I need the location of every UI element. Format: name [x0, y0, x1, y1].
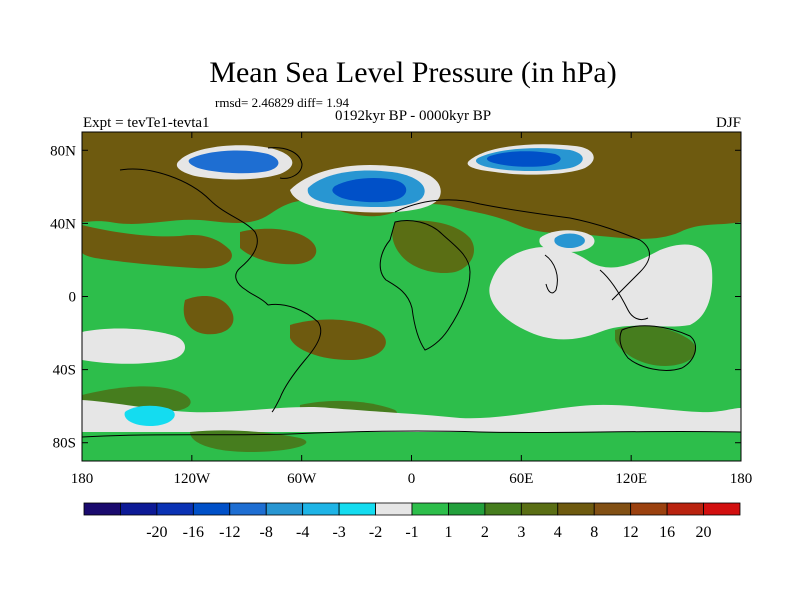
- coast-north-america: [119, 168, 269, 306]
- coastlines: [82, 147, 741, 438]
- coast-antarctica: [82, 430, 741, 438]
- colorbar-swatch: [557, 502, 595, 516]
- colorbar-swatch: [229, 502, 267, 516]
- coast-greenland: [267, 147, 303, 179]
- colorbar-swatch: [302, 502, 340, 516]
- left-label: Expt = tevTe1-tevta1: [83, 115, 210, 131]
- y-tick-label: 0: [69, 290, 77, 306]
- colorbar-label: 16: [659, 524, 675, 541]
- region-africa-brown: [392, 220, 475, 274]
- y-tick-label: 80N: [50, 143, 76, 159]
- y-tick-label: 40S: [53, 363, 76, 379]
- x-tick-label: 60W: [287, 471, 317, 487]
- axes: 180 120W 60W 0 60E 120E 180 80N 40N 0 40S 80S: [50, 132, 752, 487]
- colorbar-swatch: [448, 502, 486, 516]
- region-barents-blue: [486, 151, 561, 167]
- coast-southeast-asia: [599, 269, 649, 321]
- colorbar-swatch: [338, 502, 376, 516]
- chart-subtitle: 0192kyr BP - 0000kyr BP: [335, 108, 491, 124]
- region-tibet-cyan: [554, 233, 585, 248]
- region-antarctic-olive: [190, 430, 307, 452]
- colorbar-label: 3: [517, 524, 525, 541]
- map-area: [82, 132, 741, 461]
- colorbar-swatch: [156, 502, 194, 516]
- chart-title: Mean Sea Level Pressure (in hPa): [209, 56, 616, 89]
- colorbar-label: -4: [296, 524, 309, 541]
- colorbar-swatch: [411, 502, 449, 516]
- colorbar-swatch: [265, 502, 304, 516]
- region-north-pacific: [82, 225, 232, 269]
- colorbar-label: 20: [696, 524, 712, 541]
- x-tick-label: 120E: [615, 471, 647, 487]
- region-central-atlantic: [240, 228, 317, 265]
- colorbar-swatch: [484, 502, 522, 516]
- colorbar-swatch: [192, 502, 231, 516]
- coast-africa: [379, 220, 471, 351]
- colorbar-label: -8: [260, 524, 273, 541]
- colorbar-swatch: [120, 502, 158, 516]
- region-indian-ocean: [489, 244, 713, 340]
- colorbar-label: -2: [369, 524, 382, 541]
- x-tick-label: 0: [408, 471, 416, 487]
- coast-south-america: [267, 303, 322, 413]
- coast-australia: [619, 325, 697, 371]
- colorbar-label: 12: [623, 524, 639, 541]
- region-south-pacific: [82, 328, 186, 364]
- y-tick-label: 40N: [50, 216, 76, 232]
- colorbar-swatch: [375, 502, 413, 516]
- colorbar-label: 1: [444, 524, 452, 541]
- coast-europe-asia: [394, 199, 650, 301]
- colorbar-label: 2: [481, 524, 489, 541]
- colorbar-label: -3: [332, 524, 345, 541]
- stats-line: rmsd= 2.46829 diff= 1.94: [215, 95, 349, 110]
- region-north-atlantic-blue: [332, 178, 407, 203]
- colorbar-swatch: [520, 502, 559, 516]
- colorbar-label: -16: [183, 524, 204, 541]
- x-tick-label: 120W: [173, 471, 211, 487]
- y-tick-label: 80S: [53, 436, 76, 452]
- region-ross-sea: [124, 405, 175, 426]
- colorbar-swatch: [703, 502, 741, 516]
- colorbar-swatch: [666, 502, 704, 516]
- colorbar-swatch: [593, 502, 632, 516]
- colorbar-label: -20: [146, 524, 167, 541]
- region-olive-2: [615, 325, 696, 366]
- region-greenland-blue: [188, 150, 279, 174]
- region-southern-ocean: [82, 400, 741, 432]
- colorbar-swatch: [630, 502, 668, 516]
- colorbar: -20 -16 -12 -8 -4 -3 -2 -1 1 2 3 4 8 12 16 20: [83, 502, 741, 541]
- x-tick-label: 60E: [509, 471, 533, 487]
- right-label: DJF: [716, 115, 741, 131]
- region-south-pacific-brown: [183, 296, 234, 335]
- colorbar-label: 8: [590, 524, 598, 541]
- colorbar-label: 4: [554, 524, 562, 541]
- colorbar-label: -1: [405, 524, 418, 541]
- region-south-africa-brown: [290, 319, 386, 360]
- x-tick-label: 180: [71, 471, 94, 487]
- x-tick-label: 180: [730, 471, 753, 487]
- colorbar-label: -12: [219, 524, 240, 541]
- colorbar-swatch: [83, 502, 121, 516]
- coast-india: [544, 254, 558, 294]
